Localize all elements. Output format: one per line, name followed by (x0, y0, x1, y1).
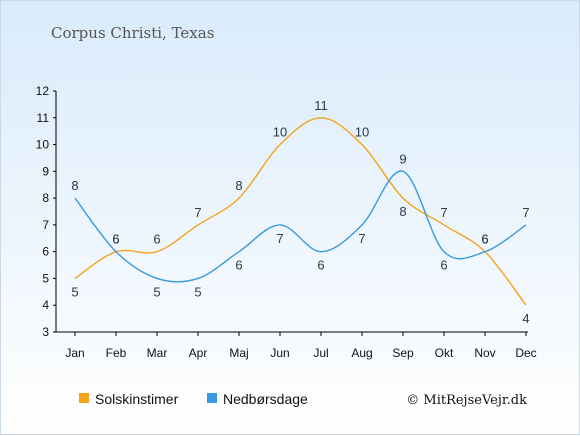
x-tick-label: Okt (435, 346, 454, 360)
x-tick-label: Aug (351, 346, 372, 360)
y-tick-label: 11 (37, 111, 50, 125)
legend-swatch-sunshine (79, 393, 89, 403)
x-tick-label: Jan (65, 346, 84, 360)
series-group (74, 117, 527, 306)
y-tick-label: 9 (42, 164, 49, 178)
y-tick-label: 6 (42, 245, 49, 259)
data-label-sunshine: 6 (112, 232, 119, 247)
y-tick-label: 12 (36, 84, 50, 98)
data-label-rain-days: 6 (440, 258, 447, 273)
data-label-rain-days: 5 (194, 284, 201, 299)
data-label-rain-days: 7 (358, 231, 365, 246)
legend-label-sunshine: Solskinstimer (95, 391, 179, 407)
series-line-rain-days (74, 170, 527, 283)
y-tick-label: 5 (42, 271, 49, 285)
data-label-rain-days: 6 (235, 258, 242, 273)
x-tick-label: Jul (313, 346, 328, 360)
y-tick-label: 3 (42, 325, 49, 339)
data-label-sunshine: 10 (273, 125, 287, 140)
data-label-sunshine: 6 (481, 232, 488, 247)
y-tick-label: 8 (42, 191, 49, 205)
y-tick-label: 7 (42, 218, 49, 232)
data-label-rain-days: 8 (71, 178, 78, 193)
data-label-sunshine: 5 (71, 284, 78, 299)
legend-label-rain-days: Nedbørsdage (223, 391, 308, 407)
data-label-sunshine: 8 (235, 178, 242, 193)
data-label-sunshine: 7 (440, 205, 447, 220)
data-label-rain-days: 7 (276, 231, 283, 246)
legend-swatch-rain-days (207, 393, 217, 403)
x-tick-label: Maj (229, 346, 248, 360)
data-label-sunshine: 8 (399, 204, 406, 219)
data-label-sunshine: 6 (153, 232, 160, 247)
data-label-rain-days: 6 (317, 258, 324, 273)
data-label-rain-days: 9 (399, 151, 406, 166)
data-label-sunshine: 11 (314, 98, 328, 113)
x-tick-label: Jun (270, 346, 289, 360)
chart-title: Corpus Christi, Texas (51, 24, 214, 42)
series-line-sunshine (74, 117, 527, 306)
x-tick-label: Nov (474, 346, 495, 360)
data-label-rain-days: 5 (153, 284, 160, 299)
data-label-sunshine: 4 (522, 311, 529, 326)
y-tick-label: 10 (36, 138, 50, 152)
axes: 3 4 5 6 7 8 9 10 11 12 Jan Feb Mar Apr Maj Jun Jul Aug Sep… (36, 84, 537, 360)
data-label-sunshine: 7 (194, 205, 201, 220)
credit-text: © MitRejseVejr.dk (406, 393, 527, 408)
x-tick-label: Feb (106, 346, 127, 360)
x-tick-label: Apr (189, 346, 208, 360)
legend: Solskinstimer Nedbørsdage (79, 391, 308, 407)
x-tick-label: Sep (392, 346, 414, 360)
x-tick-label: Dec (515, 346, 536, 360)
x-tick-label: Mar (147, 346, 168, 360)
data-label-rain-days: 7 (522, 205, 529, 220)
y-tick-label: 4 (42, 298, 49, 312)
data-label-rain-days: 6 (481, 232, 488, 247)
data-label-sunshine: 10 (355, 125, 369, 140)
data-label-rain-days: 6 (112, 232, 119, 247)
